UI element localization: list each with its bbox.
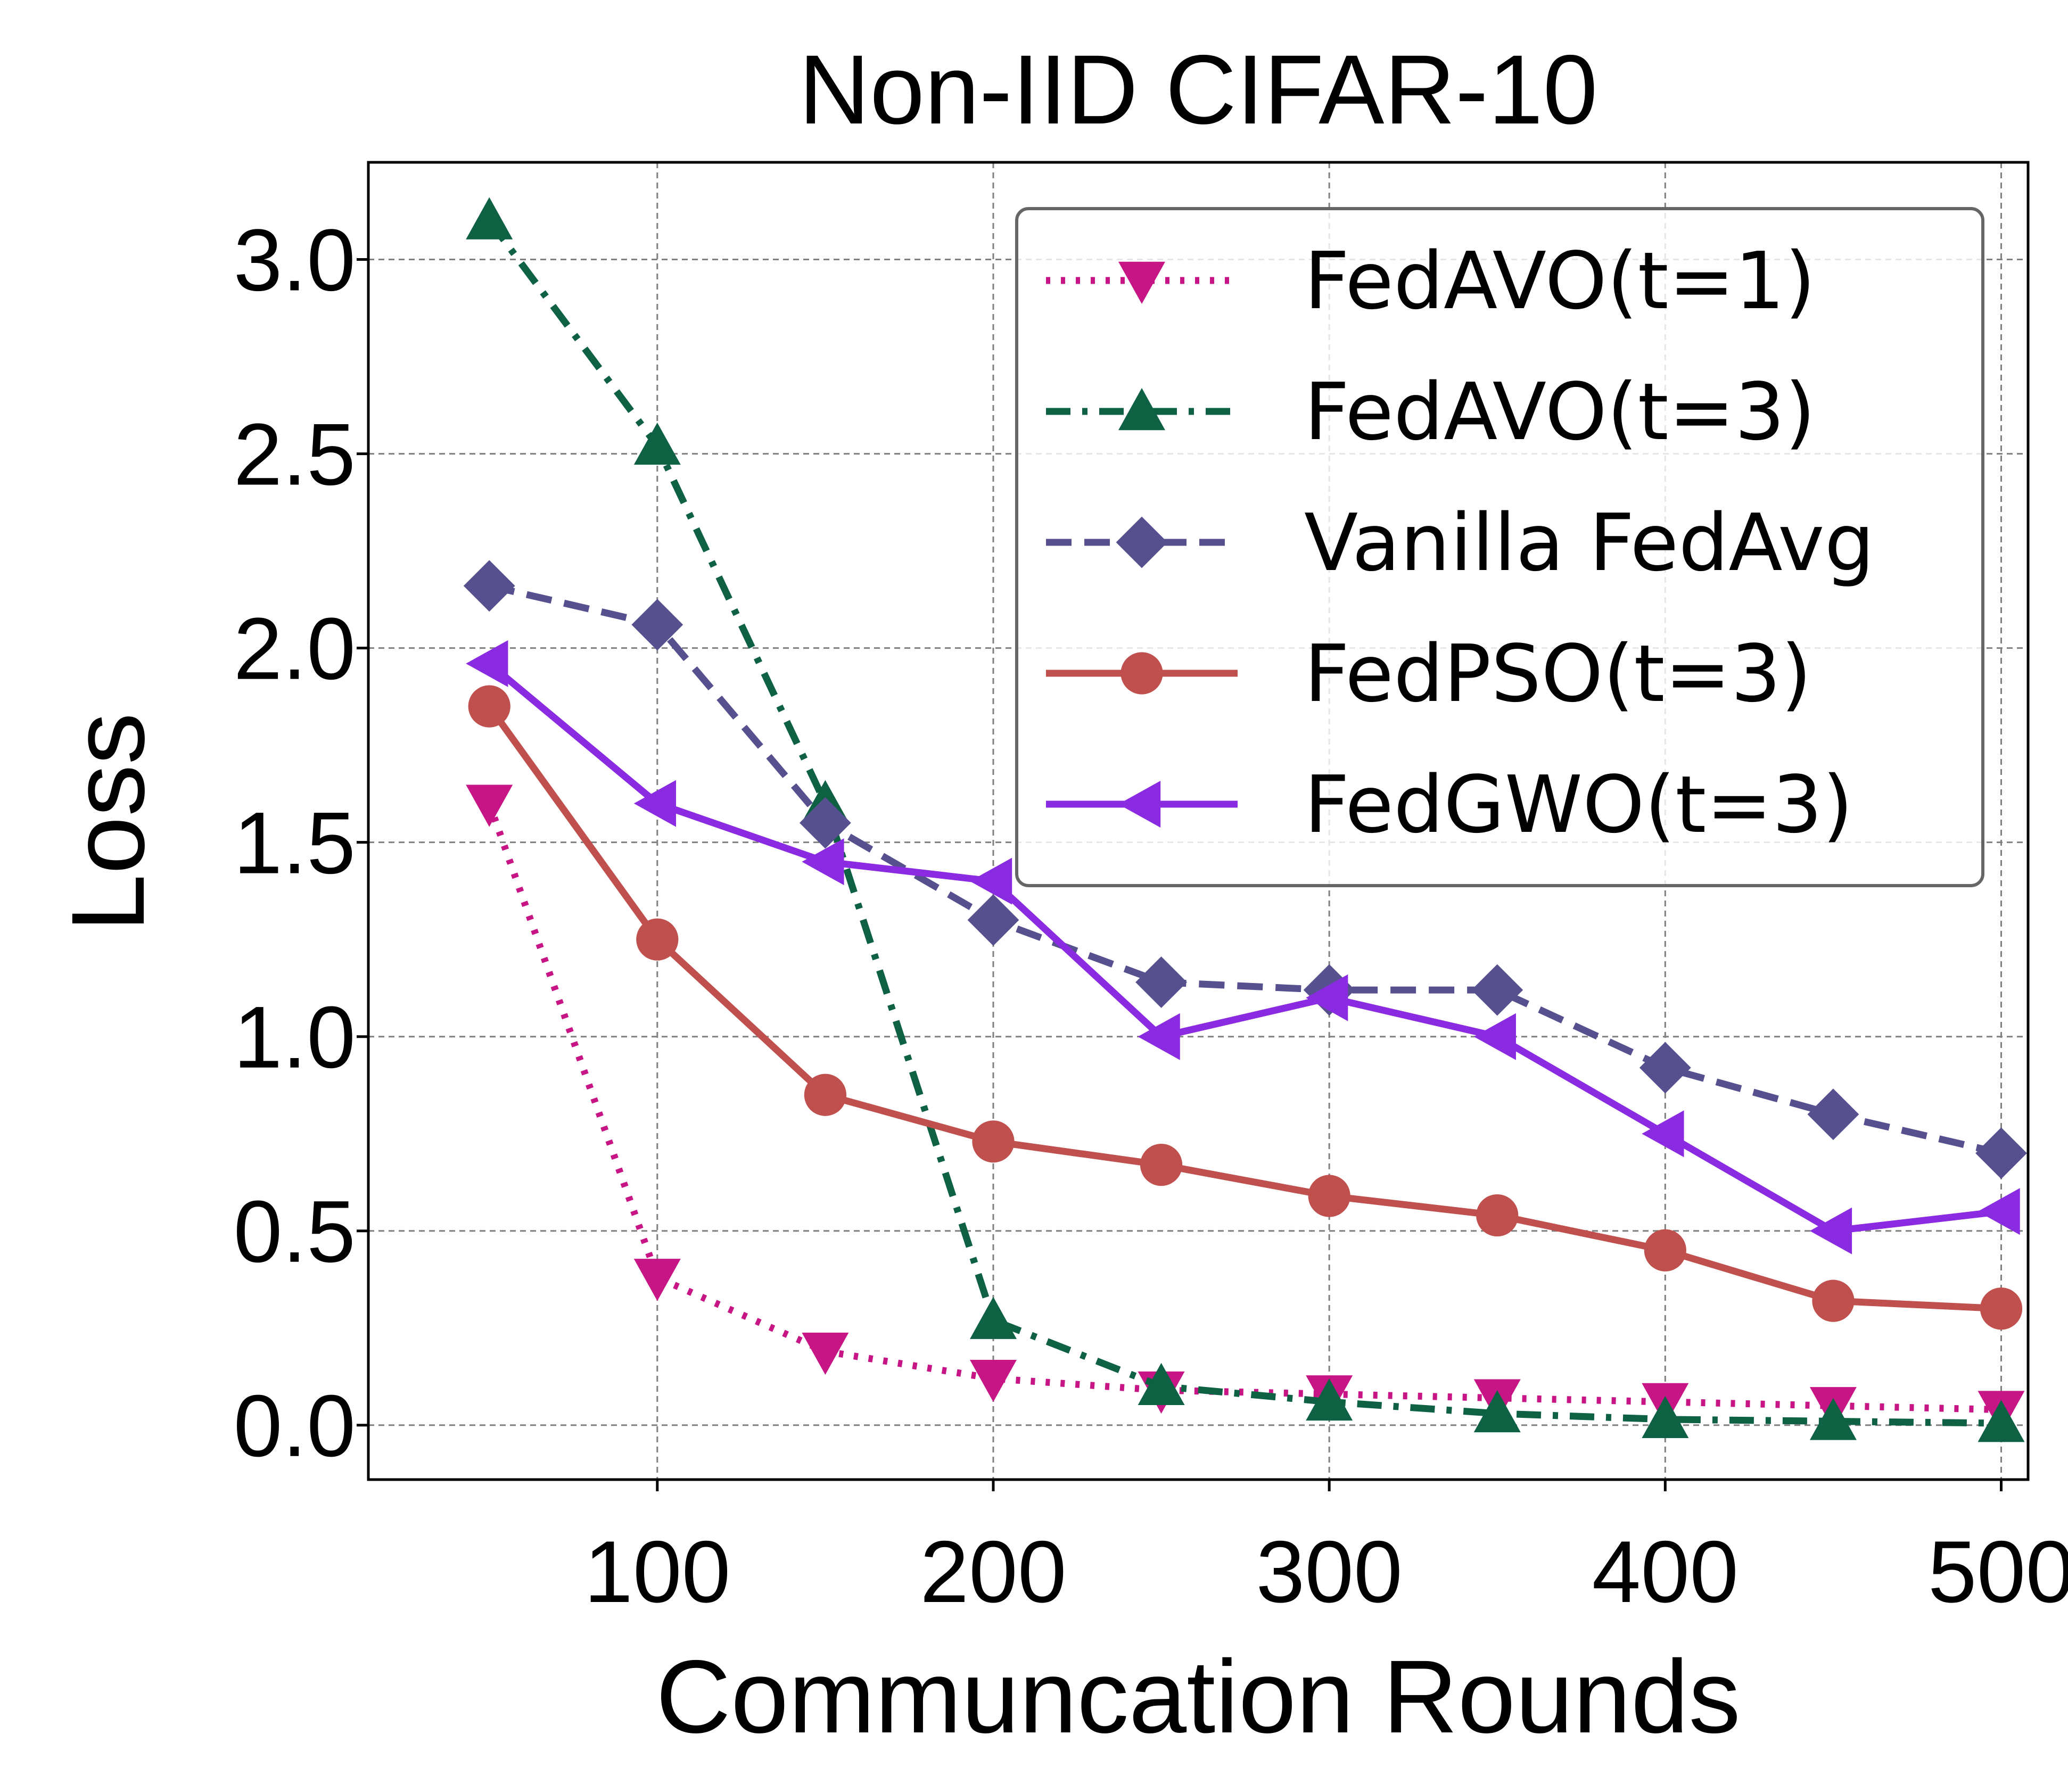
- data-point: [466, 640, 508, 687]
- data-point: [1642, 1395, 1689, 1439]
- y-tick-label: 0.5: [234, 1183, 356, 1281]
- data-point: [1135, 956, 1187, 1008]
- axis-ticks: 100 200 300 400 500 0.0 0.5 1.0 1.5 2.0 2.5 3.0: [234, 211, 2068, 1621]
- y-tick-label: 2.0: [234, 600, 356, 698]
- data-point: [466, 784, 513, 827]
- legend-label: FedAVO(t=3): [1304, 366, 1816, 458]
- plot-frame: [367, 161, 2030, 1481]
- series-line: [487, 218, 2001, 1427]
- legend-marker: [1118, 261, 1165, 304]
- y-tick-label: 0.0: [234, 1377, 356, 1475]
- x-tick-label: 400: [1592, 1523, 1739, 1621]
- data-point: [1473, 1390, 1521, 1433]
- series-line: [487, 660, 2002, 1235]
- x-tick-label: 500: [1928, 1523, 2068, 1621]
- data-point: [468, 685, 510, 728]
- data-point: [1807, 1088, 1859, 1141]
- legend-items: FedAVO(t=1) FedAVO(t=3) Vanilla FedAvg FedP…: [1046, 235, 1874, 850]
- data-point: [1978, 1400, 2025, 1442]
- data-point: [1140, 1144, 1183, 1186]
- series-line: [486, 704, 2001, 1312]
- y-tick-label: 1.5: [234, 794, 356, 892]
- data-point: [636, 918, 679, 961]
- legend-marker: [1118, 388, 1165, 431]
- legend-label: FedAVO(t=1): [1304, 235, 1816, 327]
- data-point: [466, 197, 513, 240]
- y-axis-label: Loss: [50, 713, 166, 932]
- chart-title: Non-IID CIFAR-10: [799, 35, 1598, 145]
- x-tick-label: 200: [920, 1523, 1066, 1621]
- legend-label: FedGWO(t=3): [1304, 759, 1853, 850]
- data-point: [633, 422, 681, 465]
- series-layer: [463, 197, 2027, 1442]
- series-line: [486, 802, 2001, 1414]
- data-point: [1980, 1287, 2023, 1330]
- legend-label: Vanilla FedAvg: [1304, 497, 1874, 589]
- y-tick-label: 1.0: [234, 988, 356, 1086]
- x-tick-label: 300: [1256, 1523, 1403, 1621]
- data-point: [969, 857, 1012, 905]
- x-axis-label: Communcation Rounds: [656, 1639, 1741, 1755]
- legend-marker: [1116, 516, 1168, 568]
- data-point: [1812, 1279, 1855, 1322]
- x-tick-label: 100: [584, 1523, 730, 1621]
- legend: FedAVO(t=1) FedAVO(t=3) Vanilla FedAvg FedP…: [1015, 207, 1984, 887]
- data-point: [1644, 1229, 1686, 1271]
- data-point: [1138, 1362, 1185, 1405]
- data-point: [633, 1259, 681, 1301]
- data-point: [633, 780, 677, 827]
- series-3: [468, 685, 2023, 1330]
- data-point: [1138, 1013, 1180, 1060]
- legend-marker: [1118, 781, 1161, 828]
- data-point: [969, 1359, 1017, 1402]
- series-line: [488, 582, 2002, 1157]
- data-point: [1476, 1194, 1519, 1237]
- data-point: [802, 838, 844, 886]
- data-point: [799, 797, 851, 849]
- data-point: [631, 599, 683, 651]
- legend-box: [1015, 207, 1984, 887]
- data-point: [1473, 1013, 1516, 1060]
- legend-label: FedPSO(t=3): [1304, 628, 1811, 720]
- data-point: [972, 1120, 1015, 1163]
- data-point: [1978, 1188, 2020, 1235]
- data-point: [1809, 1207, 1852, 1254]
- data-point: [1642, 1110, 1684, 1158]
- data-point: [802, 1332, 849, 1375]
- data-point: [804, 1073, 846, 1116]
- y-tick-label: 3.0: [234, 211, 356, 309]
- y-tick-label: 2.5: [234, 406, 356, 503]
- series-4: [466, 640, 2020, 1254]
- data-point: [969, 1296, 1017, 1339]
- data-point: [1809, 1398, 1857, 1440]
- data-point: [1471, 964, 1523, 1016]
- data-point: [1306, 974, 1348, 1021]
- data-point: [1306, 1378, 1353, 1421]
- legend-marker: [1120, 652, 1163, 695]
- data-point: [967, 894, 1019, 946]
- data-point: [463, 560, 515, 612]
- data-point: [1308, 1175, 1350, 1217]
- data-point: [1975, 1127, 2027, 1179]
- data-point: [1639, 1042, 1691, 1094]
